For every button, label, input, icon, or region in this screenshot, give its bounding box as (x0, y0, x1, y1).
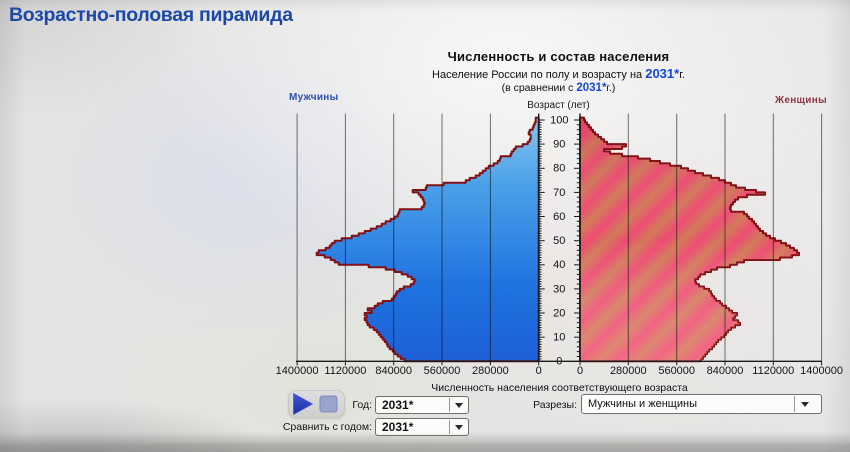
svg-text:1400000: 1400000 (800, 365, 843, 377)
svg-text:0: 0 (536, 365, 542, 377)
svg-text:1120000: 1120000 (324, 365, 366, 377)
svg-text:1120000: 1120000 (752, 365, 794, 377)
svg-text:0: 0 (556, 356, 562, 368)
svg-text:30: 30 (553, 283, 565, 295)
svg-text:0: 0 (577, 365, 583, 377)
svg-text:100: 100 (550, 114, 568, 126)
svg-text:10: 10 (553, 332, 565, 344)
svg-text:40: 40 (553, 259, 565, 271)
svg-text:60: 60 (553, 211, 565, 223)
svg-text:560000: 560000 (424, 365, 461, 377)
svg-text:20: 20 (553, 307, 565, 319)
svg-text:840000: 840000 (707, 365, 744, 377)
svg-text:1400000: 1400000 (276, 365, 319, 377)
svg-text:90: 90 (553, 139, 565, 151)
svg-text:840000: 840000 (375, 365, 412, 377)
svg-text:280000: 280000 (610, 365, 647, 377)
svg-text:70: 70 (553, 187, 565, 199)
svg-text:280000: 280000 (472, 365, 509, 377)
svg-text:560000: 560000 (658, 365, 695, 377)
svg-text:50: 50 (553, 235, 565, 247)
svg-text:80: 80 (553, 163, 565, 175)
